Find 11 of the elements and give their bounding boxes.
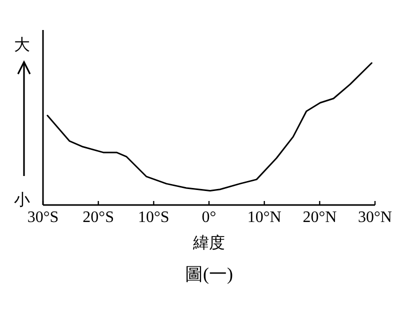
text: 小	[14, 191, 30, 209]
text: 圖(一)	[185, 264, 233, 284]
x-tick-label: 20°S	[82, 209, 114, 226]
text: 大	[14, 36, 30, 54]
x-tick-label: 10°N	[247, 209, 282, 226]
x-tick-label: 20°N	[302, 209, 338, 226]
x-tick-label: 30°N	[358, 209, 392, 226]
x-axis-title: 緯度	[192, 234, 225, 252]
x-tick-label: 30°S	[27, 209, 59, 226]
x-tick-label: 10°S	[138, 209, 170, 226]
x-tick-label: 0°	[202, 209, 216, 226]
